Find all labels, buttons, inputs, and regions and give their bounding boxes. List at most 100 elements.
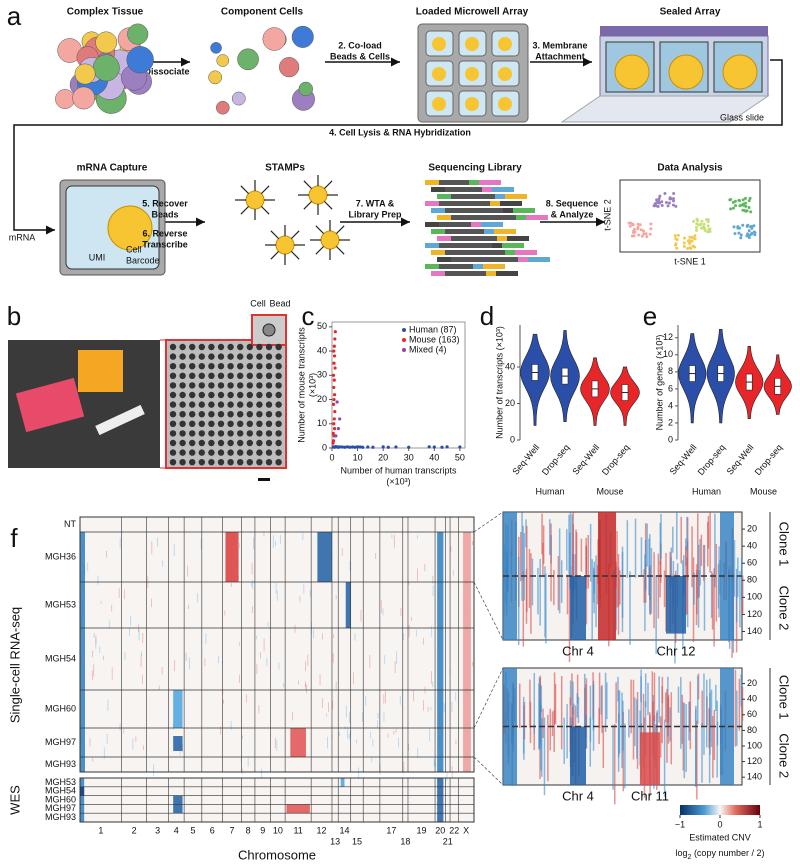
well-art [208,449,215,456]
step-title: Data Analysis [657,163,723,174]
tsne-art [649,222,653,226]
scatter-point [361,445,365,449]
zoom-art [670,547,673,579]
y-tick-label: 8 [668,366,673,376]
well-art [198,420,205,427]
read-art [439,264,473,269]
tsne-art [666,204,670,208]
heatmap-art [266,658,268,667]
zoom-art [630,679,632,734]
well-art [265,430,273,437]
clone-label: Clone 2 [777,733,792,778]
chr-label: Chr 12 [656,643,695,658]
heatmap-art [218,656,219,664]
well-art [227,439,234,447]
zoom-art [670,692,673,765]
heatmap-art [437,532,444,772]
y-tick-label: 60 [747,558,757,568]
zoom-art [591,559,593,640]
heatmap-art [335,681,337,691]
tsne-art [627,221,631,225]
sample-label: MGH54 [45,786,76,796]
sample-label: MGH93 [45,812,76,822]
x-tick-label: Seq-Well [725,442,756,476]
group-label: Human [692,486,721,496]
scatter-point [332,378,336,382]
well-art [256,411,263,418]
heatmap-art [380,600,382,614]
zoom-art [652,701,654,755]
well-art [208,459,215,466]
heatmap-art [326,713,327,717]
tsne-art [739,233,743,237]
tsne-art [664,201,668,205]
heatmap-art [319,674,321,686]
scatter-point [332,349,336,353]
zoom-art [661,686,663,744]
well-art [189,449,196,456]
tsne-art [741,198,745,202]
well-art [246,411,253,418]
colorbar-tick-label: 1 [757,819,762,829]
tsne-art [636,225,640,229]
zoom-art [585,715,587,749]
well-art [169,420,177,427]
zoom-art [663,719,666,797]
zoom-art [647,682,649,716]
heatmap-art [408,624,410,637]
heatmap-art [396,651,398,665]
scatter-point [366,445,370,449]
tsne-art [655,201,659,205]
zoom-art [560,676,563,750]
well-art [189,382,196,389]
well-art [169,430,177,437]
read-art [445,250,505,255]
tsne-art [663,191,667,195]
heatmap-art [377,712,379,719]
zoom-art [568,573,571,663]
heatmap-art [450,546,452,552]
chromosome-label: X [463,825,469,835]
zoom-art [572,512,574,591]
read-art [505,250,515,255]
tsne-art [701,226,705,230]
step-label: 1. Dissociate [134,66,189,76]
scatter-point [345,445,349,449]
well-art [227,449,234,456]
zoom-art [736,690,738,746]
zoom-art [539,675,542,717]
heatmap-art [472,661,474,667]
y-tick-label: 2 [668,417,673,427]
well-art [275,459,282,466]
scatter-point [340,445,344,449]
tsne-art [693,234,697,238]
zoom-art [549,708,552,751]
scatter-point [381,445,385,449]
zoom-art [629,571,631,645]
colorbar-tick-label: 0 [717,819,722,829]
heatmap-art [429,728,431,742]
bead-art [465,67,479,81]
scatter-point [358,445,362,449]
heatmap-art [247,756,249,767]
zoom-connector [473,581,504,641]
zoom-art [543,717,546,796]
heatmap-art [95,635,97,645]
well-art [189,372,196,379]
clone-label: Clone 1 [777,675,792,720]
heatmap-art [372,739,374,747]
y-tick-label: 80 [747,575,757,585]
heatmap-art [141,674,143,685]
well-art [169,439,177,447]
tsne-art [747,199,751,203]
read-art [490,201,500,206]
scatter-point [332,422,336,426]
scatter-point [338,445,342,449]
subtitle-part: log [676,848,688,858]
step-label: 2. Co-load [338,40,382,50]
tsne-art [689,246,693,250]
zoom-art [580,538,583,572]
well-art [208,411,215,418]
well-art [246,439,253,447]
read-art [425,264,439,269]
